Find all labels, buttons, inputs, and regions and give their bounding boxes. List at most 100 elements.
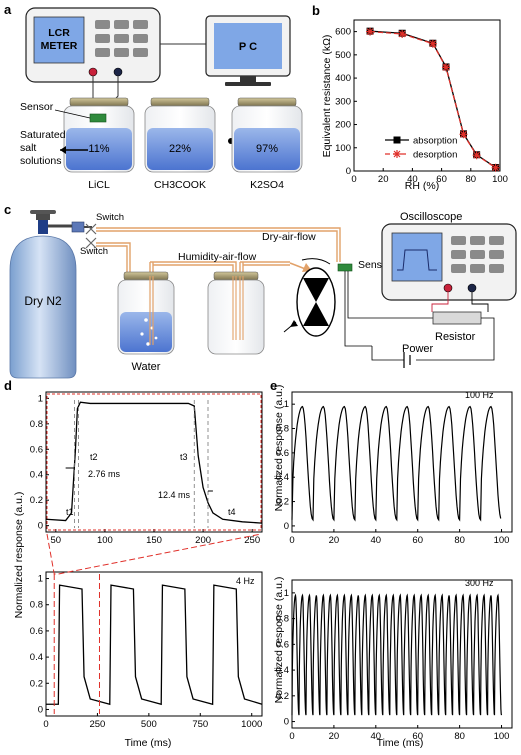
annot-100hz: 100 Hz <box>465 390 494 400</box>
panel-letter-c: c <box>4 202 11 217</box>
point-desorption <box>459 130 468 139</box>
sensor-pointer-a <box>54 109 91 119</box>
salt-label-3: solutions <box>20 155 61 167</box>
x-tick-label: 80 <box>454 731 465 742</box>
panel-a: a LCR METER P C <box>4 2 303 191</box>
chart-d: d Normalized response (a.u.) Time (ms) t… <box>4 378 263 749</box>
salt-label-1: Saturated <box>20 129 66 141</box>
zoom-box <box>46 393 262 531</box>
annot-t1: t1 <box>66 507 74 517</box>
valve-body <box>38 220 48 234</box>
x-tick-label: 20 <box>329 731 340 742</box>
water-liquid <box>120 312 172 352</box>
chopper-arrow-head <box>290 320 298 327</box>
y-tick-label: 0.8 <box>276 614 289 625</box>
zoom-connector <box>46 533 262 575</box>
gas-cylinder <box>9 235 77 379</box>
osc-wire-black <box>471 292 489 312</box>
chart-e-xlabel: Time (ms) <box>377 737 424 749</box>
bottle-1-percent: 11% <box>88 143 109 155</box>
legend-marker-desorption <box>393 150 401 158</box>
x-tick-label: 40 <box>407 174 418 185</box>
annot-t3: t3 <box>180 452 188 462</box>
power-label: Power <box>402 343 434 355</box>
chopper-arc-top <box>301 258 331 265</box>
bottle-3-percent: 97% <box>256 143 278 155</box>
annot-t2: t2 <box>90 452 98 462</box>
panel-c: c Dry N2 Switch Switch Dry-a <box>4 202 517 379</box>
salt-arrow-head <box>60 146 66 154</box>
y-tick-label: 0.6 <box>30 626 43 637</box>
salt-label-2: salt <box>20 142 36 154</box>
sensor-chip <box>89 113 107 123</box>
chart-b-xlabel: RH (%) <box>405 180 439 192</box>
sensor-wire-2 <box>347 271 433 319</box>
y-tick-label: 0 <box>346 166 351 177</box>
point-desorption <box>428 39 437 48</box>
y-tick-label: 0.6 <box>30 444 43 455</box>
y-tick-label: 0.4 <box>276 665 289 676</box>
x-tick-label: 80 <box>454 535 465 546</box>
chart-e-ylabel-top: Normalized response (a.u.) <box>273 385 285 512</box>
chart-e-ylabel-bottom: Normalized response (a.u.) <box>273 577 285 704</box>
y-tick-label: 0 <box>38 521 43 532</box>
lcr-meter-label-2: METER <box>41 40 78 52</box>
x-tick-label: 500 <box>141 719 157 730</box>
bottle-1-salt: LiCL <box>88 179 110 191</box>
annot-t4: t4 <box>228 507 236 517</box>
bottle-2-salt: CH3COOK <box>154 179 206 191</box>
y-tick-label: 0.2 <box>276 497 289 508</box>
panel-letter-a: a <box>4 2 12 17</box>
y-tick-label: 0.2 <box>30 678 43 689</box>
plot-frame <box>291 579 513 729</box>
annot-4hz: 4 Hz <box>236 576 255 586</box>
gas-label: Dry N2 <box>24 294 62 308</box>
y-tick-label: 1 <box>38 574 43 585</box>
y-tick-label: 0.6 <box>276 448 289 459</box>
series-line-absorption <box>370 30 496 169</box>
y-tick-label: 0.4 <box>30 652 43 663</box>
plot-frame <box>291 391 513 533</box>
bottle-1 <box>63 97 135 173</box>
y-tick-label: 0.4 <box>276 472 289 483</box>
switch-cross-2 <box>85 237 97 249</box>
x-tick-label: 1000 <box>241 719 262 730</box>
switch-cross-1 <box>85 223 97 235</box>
bottle-3 <box>231 97 303 173</box>
water-bottle-lid <box>123 271 169 281</box>
pc-screen <box>214 23 282 69</box>
oscilloscope-keypad <box>451 236 504 273</box>
bottle-2-percent: 22% <box>169 143 191 155</box>
oscilloscope-trace <box>397 249 437 271</box>
y-tick-label: 200 <box>335 120 351 131</box>
empty-bottle-tubes <box>232 276 244 340</box>
plot-frame <box>353 19 501 172</box>
y-tick-label: 1 <box>284 588 289 599</box>
dry-flow-label: Dry-air-flow <box>262 231 316 243</box>
annot-300hz: 300 Hz <box>465 578 494 588</box>
chart-b: b Equivalent resistance (kΩ) RH (%) 0 20 4… <box>312 3 508 192</box>
bottle-3-salt: K2SO4 <box>250 179 284 191</box>
x-tick-label: 200 <box>195 535 211 546</box>
point-desorption <box>366 27 375 36</box>
y-tick-label: 600 <box>335 27 351 38</box>
osc-terminal-black <box>467 283 477 293</box>
oscillation-100hz <box>291 405 502 522</box>
y-tick-label: 0 <box>284 521 289 532</box>
oscillation-300hz <box>291 593 503 716</box>
x-tick-label: 20 <box>329 535 340 546</box>
switch-label-2: Switch <box>80 246 108 257</box>
y-tick-label: 0.8 <box>30 419 43 430</box>
x-tick-label: 20 <box>378 174 389 185</box>
x-tick-label: 50 <box>51 535 62 546</box>
sensor-label-a: Sensor <box>20 101 54 113</box>
legend-marker-absorption <box>393 136 401 144</box>
sensor-chip-c <box>337 263 353 272</box>
point-desorption <box>398 29 407 38</box>
x-tick-label: 150 <box>146 535 162 546</box>
switch-label-1: Switch <box>96 212 124 223</box>
lcr-meter-screen <box>33 16 85 64</box>
x-tick-label: 60 <box>412 731 423 742</box>
y-tick-label: 0 <box>38 704 43 715</box>
